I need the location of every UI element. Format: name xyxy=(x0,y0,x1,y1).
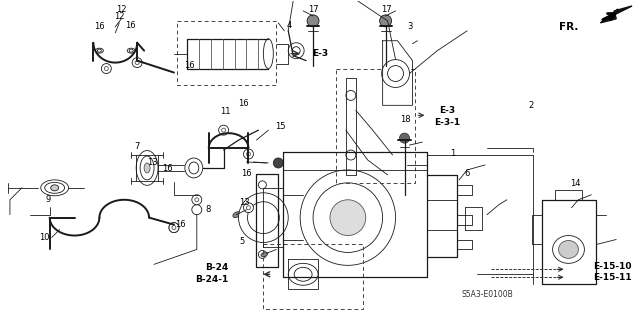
Circle shape xyxy=(313,183,383,252)
Text: 11: 11 xyxy=(221,107,231,116)
Text: E-15-11: E-15-11 xyxy=(593,273,632,282)
Ellipse shape xyxy=(140,156,154,180)
Circle shape xyxy=(221,128,226,132)
Text: E-15-10: E-15-10 xyxy=(593,262,632,271)
Text: 16: 16 xyxy=(94,22,104,32)
Circle shape xyxy=(169,223,179,233)
Ellipse shape xyxy=(97,49,101,52)
Circle shape xyxy=(292,47,300,55)
Text: B-24: B-24 xyxy=(205,263,228,272)
Ellipse shape xyxy=(189,162,199,174)
Ellipse shape xyxy=(129,49,133,52)
Ellipse shape xyxy=(261,252,268,256)
Text: 15: 15 xyxy=(275,122,285,131)
Text: 18: 18 xyxy=(400,115,410,124)
Circle shape xyxy=(104,67,108,70)
Circle shape xyxy=(219,125,228,135)
Ellipse shape xyxy=(185,158,203,178)
Ellipse shape xyxy=(552,235,584,263)
Ellipse shape xyxy=(51,185,59,191)
Ellipse shape xyxy=(294,267,312,281)
Text: 5: 5 xyxy=(239,237,244,247)
Circle shape xyxy=(380,15,392,27)
Circle shape xyxy=(246,152,250,156)
Circle shape xyxy=(273,158,284,168)
Ellipse shape xyxy=(136,151,158,185)
Text: 13: 13 xyxy=(239,198,250,207)
Text: 16: 16 xyxy=(184,61,194,70)
Text: 8: 8 xyxy=(205,205,211,214)
Circle shape xyxy=(192,205,202,215)
Text: 16: 16 xyxy=(238,99,249,108)
Ellipse shape xyxy=(233,212,240,218)
Text: S5A3-E0100B: S5A3-E0100B xyxy=(461,290,513,299)
Text: 2: 2 xyxy=(529,101,534,110)
Ellipse shape xyxy=(95,48,104,53)
Text: 7: 7 xyxy=(134,142,140,151)
Circle shape xyxy=(388,66,403,81)
Text: 17: 17 xyxy=(381,5,392,14)
Text: 10: 10 xyxy=(39,233,50,242)
Text: 12: 12 xyxy=(116,5,126,14)
Circle shape xyxy=(132,58,142,68)
Ellipse shape xyxy=(144,163,150,173)
Circle shape xyxy=(259,250,266,258)
Text: 17: 17 xyxy=(308,5,319,14)
Circle shape xyxy=(307,15,319,27)
Circle shape xyxy=(346,90,356,100)
Text: 12: 12 xyxy=(114,12,125,21)
Text: 1: 1 xyxy=(451,149,456,158)
Circle shape xyxy=(239,193,288,242)
Circle shape xyxy=(169,223,179,233)
Ellipse shape xyxy=(41,180,68,196)
Text: FR.: FR. xyxy=(559,22,579,32)
Circle shape xyxy=(288,43,304,59)
Text: 16: 16 xyxy=(241,169,252,178)
Circle shape xyxy=(192,195,202,205)
Ellipse shape xyxy=(45,182,65,193)
Text: 9: 9 xyxy=(45,195,51,204)
Circle shape xyxy=(195,198,199,202)
Text: E-3-1: E-3-1 xyxy=(434,118,460,127)
Text: 4: 4 xyxy=(287,21,292,30)
Text: E-3: E-3 xyxy=(439,106,455,115)
Text: 16: 16 xyxy=(175,220,186,229)
Circle shape xyxy=(172,226,176,230)
Text: E-3: E-3 xyxy=(312,49,328,58)
Bar xyxy=(264,244,363,309)
Circle shape xyxy=(346,150,356,160)
Circle shape xyxy=(381,60,410,87)
Bar xyxy=(177,21,276,85)
Ellipse shape xyxy=(559,241,579,258)
Circle shape xyxy=(243,149,253,159)
Bar xyxy=(336,69,415,183)
Circle shape xyxy=(399,133,410,143)
Polygon shape xyxy=(600,6,632,23)
Circle shape xyxy=(248,202,279,234)
Circle shape xyxy=(246,206,250,210)
Text: 16: 16 xyxy=(162,164,173,173)
Circle shape xyxy=(259,181,266,189)
Circle shape xyxy=(243,203,253,213)
Text: 3: 3 xyxy=(408,22,413,31)
Circle shape xyxy=(330,200,365,235)
Text: 16: 16 xyxy=(125,21,136,30)
Text: 14: 14 xyxy=(570,179,581,188)
Circle shape xyxy=(135,61,139,64)
Text: B-24-1: B-24-1 xyxy=(195,275,228,284)
Text: 13: 13 xyxy=(147,158,158,167)
Circle shape xyxy=(300,170,396,265)
Circle shape xyxy=(101,63,111,73)
Ellipse shape xyxy=(288,263,318,285)
Ellipse shape xyxy=(264,39,273,69)
Text: 6: 6 xyxy=(465,169,470,178)
Ellipse shape xyxy=(127,48,135,53)
